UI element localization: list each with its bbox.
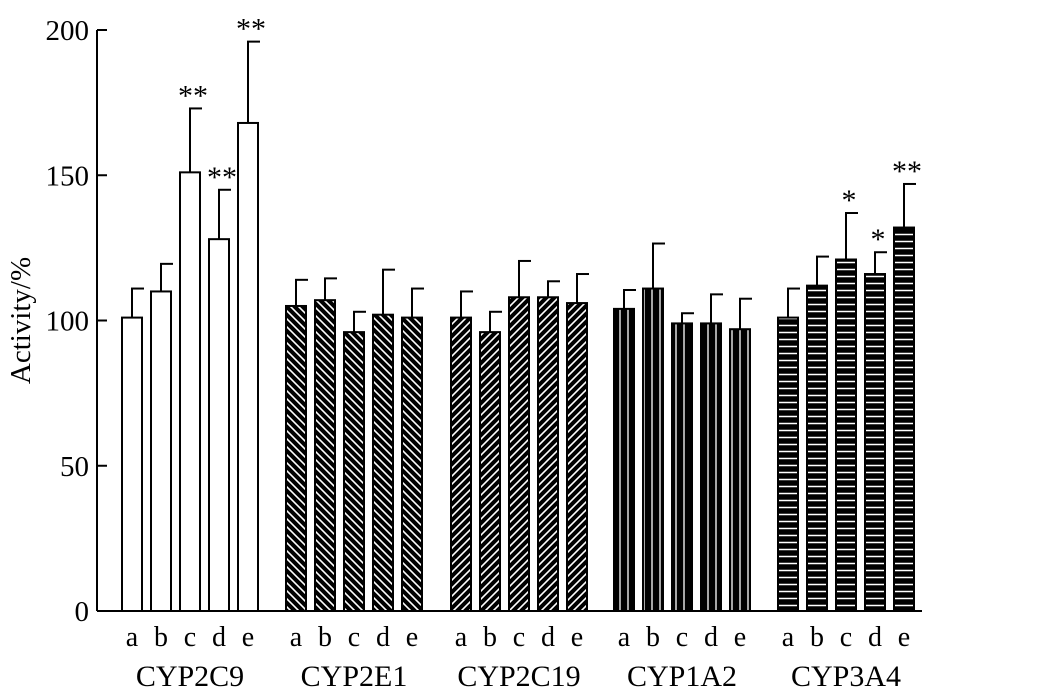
significance-label: ** xyxy=(892,155,922,188)
x-tick-label: c xyxy=(348,622,360,653)
x-tick-label: e xyxy=(898,622,910,653)
group-label: CYP3A4 xyxy=(791,660,901,693)
group-label: CYP2C9 xyxy=(136,660,244,693)
axes-layer xyxy=(96,29,922,612)
x-tick-label: b xyxy=(646,622,660,653)
x-tick-label: e xyxy=(734,622,746,653)
significance-label: * xyxy=(842,184,857,217)
bar-cyp3a4-c xyxy=(835,258,857,612)
x-tick-label: b xyxy=(483,622,497,653)
y-tick-label: 0 xyxy=(75,596,90,628)
group-label: CYP2C19 xyxy=(457,660,580,693)
x-tick-label: b xyxy=(810,622,824,653)
bar-cyp1a2-c xyxy=(671,322,693,612)
bar-cyp1a2-a xyxy=(613,307,635,612)
y-tick-label: 100 xyxy=(46,306,90,338)
significance-label: ** xyxy=(207,161,237,194)
bar-cyp3a4-e xyxy=(893,226,915,612)
bar-cyp2c19-c xyxy=(508,296,530,612)
bar-cyp1a2-b xyxy=(642,287,664,612)
bar-cyp2e1-a xyxy=(285,304,307,612)
bar-cyp2c9-c xyxy=(179,171,201,612)
x-tick-label: c xyxy=(184,622,196,653)
bar-cyp2c9-b xyxy=(150,290,172,612)
x-tick-label: d xyxy=(541,622,555,653)
group-label: CYP2E1 xyxy=(301,660,408,693)
x-tick-label: b xyxy=(318,622,332,653)
y-tick-label: 200 xyxy=(46,15,90,47)
x-tick-label: a xyxy=(455,622,468,653)
bar-cyp1a2-d xyxy=(700,322,722,612)
bar-cyp2c19-d xyxy=(537,296,559,612)
bar-cyp2e1-c xyxy=(343,331,365,612)
x-tick-label: b xyxy=(154,622,168,653)
bar-cyp2c9-d xyxy=(208,238,230,612)
significance-label: ** xyxy=(236,13,266,46)
x-tick-label: a xyxy=(290,622,303,653)
bar-cyp2e1-b xyxy=(314,299,336,612)
y-tick-label: 50 xyxy=(60,451,89,483)
x-tick-label: e xyxy=(571,622,583,653)
x-tick-label: d xyxy=(376,622,390,653)
bar-cyp3a4-a xyxy=(777,316,799,612)
bar-cyp1a2-e xyxy=(729,328,751,612)
x-tick-label: c xyxy=(676,622,688,653)
bar-cyp2c9-e xyxy=(237,121,259,613)
x-tick-label: e xyxy=(406,622,418,653)
x-tick-label: c xyxy=(513,622,525,653)
x-tick-label: d xyxy=(704,622,718,653)
y-axis-label: Activity/% xyxy=(5,257,37,384)
y-tick-label: 150 xyxy=(46,160,90,192)
x-tick-label: d xyxy=(868,622,882,653)
significance-label: * xyxy=(871,223,886,256)
x-tick-label: c xyxy=(840,622,852,653)
x-tick-label: a xyxy=(618,622,631,653)
bar-cyp2c19-b xyxy=(479,331,501,612)
bar-cyp2e1-e xyxy=(401,316,423,612)
bar-cyp2c9-a xyxy=(121,316,143,612)
bar-cyp3a4-d xyxy=(864,273,886,612)
bar-cyp2c19-e xyxy=(566,302,588,612)
group-label: CYP1A2 xyxy=(627,660,737,693)
x-tick-label: a xyxy=(782,622,795,653)
x-tick-label: e xyxy=(242,622,254,653)
bar-cyp3a4-b xyxy=(806,284,828,612)
bar-cyp2e1-d xyxy=(372,313,394,612)
bars-layer xyxy=(121,40,916,613)
bar-cyp2c19-a xyxy=(450,316,472,612)
x-tick-label: d xyxy=(212,622,226,653)
significance-label: ** xyxy=(178,79,208,112)
x-tick-label: a xyxy=(126,622,139,653)
